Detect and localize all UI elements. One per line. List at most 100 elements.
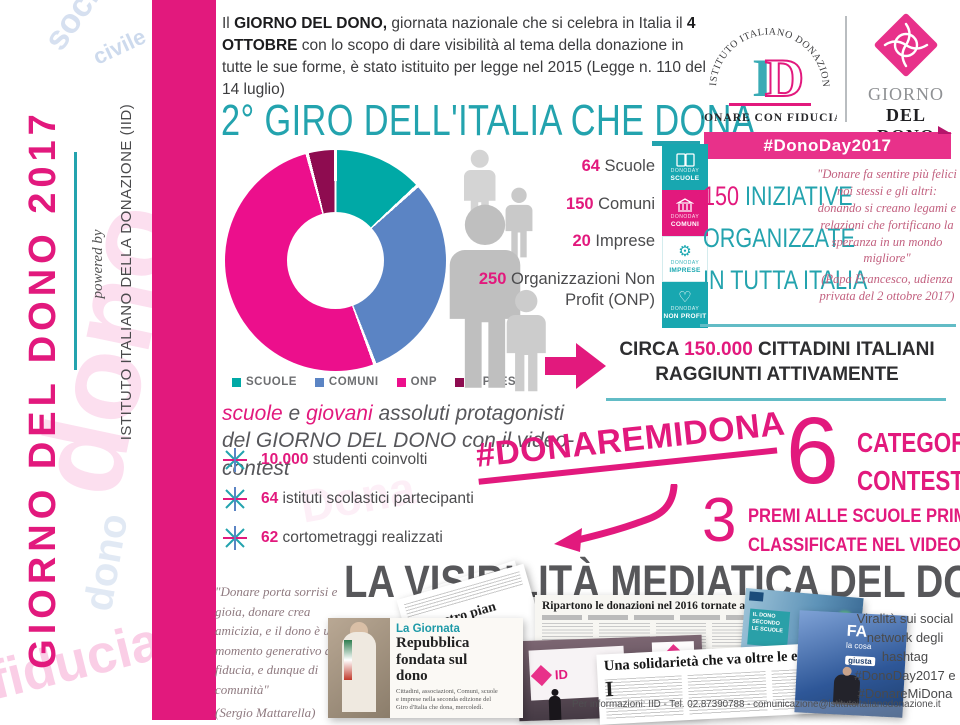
iid-monogram-i: I [752,48,773,108]
tv-panel-text: IL DONO SECONDO LE SCUOLE [747,608,791,648]
pope-quote-text: "Donare fa sentire più felici noi stessi… [817,167,957,266]
badge-label: SCUOLE [670,174,700,182]
clipping-photo [328,618,390,718]
clipping-headline: Repubblica fondata sul dono [396,635,470,684]
ribbon-fold [938,126,952,134]
heart-icon: ♡ [678,289,692,306]
prizes-number: 3 [702,486,737,555]
clipping-headline: Ripartono le donazioni nel 2016 tornate … [542,600,822,612]
prizes-line1: PREMI ALLE SCUOLE PRIME [748,505,960,527]
bullet-text: 10.000 studenti coinvolti [261,451,428,468]
legend-label: SCUOLE [246,376,297,388]
badge-imprese: ⚙ DONODAY IMPRESE [662,236,708,282]
footer-email[interactable]: comunicazione@istitutoitalianodonazione.… [753,699,941,710]
participation-stats: 64 Scuole 150 Comuni 20 Imprese 250 Orga… [455,156,655,327]
iid-tagline: DONARE CON FIDUCIA [702,112,837,124]
gdd-diamond-icon [874,13,938,77]
legend-item: SCUOLE [232,376,297,388]
legend-item: COMUNI [314,376,379,388]
legend-swatch [232,377,241,387]
teal-divider-bottom [606,398,946,401]
initiatives-line2: ORGANIZZATE [703,222,856,253]
badge-brand: DONODAY [670,214,700,220]
badge-brand: DONODAY [670,260,700,266]
organization-name: ISTITUTO ITALIANO DELLA DONAZIONE (IID) [118,103,135,441]
legend-swatch [396,377,406,387]
bullet-istituti: 64 istituti scolastici partecipanti [222,486,474,512]
clipping-body: Cittadini, associazioni, Comuni, scuole … [396,687,498,711]
footer-info-text: Per informazioni: IID - Tel. 02.87390788… [572,699,754,710]
legend-item: ONP [396,376,437,388]
badge-brand: DONODAY [670,167,700,174]
stat-scuole: 64 Scuole [581,157,655,175]
star-bullet-icon [223,487,247,511]
sidebar-divider [74,152,77,370]
municipality-icon [676,198,694,212]
footer-contact-info: Per informazioni: IID - Tel. 02.87390788… [572,699,960,710]
iid-logo-icon: ISTITUTO ITALIANO DONAZIONE I D DONARE C… [695,0,842,124]
prizes-labels: PREMI ALLE SCUOLE PRIME CLASSIFICATE NEL… [748,502,960,561]
bullet-cortometraggi: 62 cortometraggi realizzati [222,525,474,551]
curved-arrow-icon [554,484,678,552]
legend-label: ONP [410,376,437,388]
video-contest-stats: 10.000 studenti coinvolti 64 istituti sc… [222,447,474,564]
badge-label: NON PROFIT [663,313,707,320]
protagonists-text: scuole e giovani assoluti protagonisti d… [222,402,575,480]
bullet-text: 64 istituti scolastici partecipanti [261,490,474,507]
clipping-kicker: La Giornata [396,623,460,635]
initiatives-line1: 150 INIZIATIVE [703,181,853,211]
bullet-studenti: 10.000 studenti coinvolti [222,447,474,473]
chart-legend: SCUOLECOMUNIONPIMPRESE [232,376,524,388]
watermark-word: civile [89,23,150,70]
prizes-line2: CLASSIFICATE NEL VIDEO-CONTEST [748,534,960,557]
legend-swatch [454,377,464,387]
star-bullet-icon [223,448,247,472]
gdd-name-line1: GIORNO [868,84,944,104]
donoday-hashtag: #DonoDay2017 [763,135,892,155]
logo-divider [845,16,847,122]
bullet-text: 62 cortometraggi realizzati [261,529,443,546]
mattarella-quote-text: "Donare porta sorrisi e gioia, donare cr… [215,584,338,697]
mattarella-quote: "Donare porta sorrisi e gioia, donare cr… [215,582,341,723]
intro-paragraph: Il GIORNO DEL DONO, giornata nazionale c… [222,15,706,98]
pope-quote: "Donare fa sentire più felici noi stessi… [816,166,958,305]
page-title: 2° GIRO DELL'ITALIA CHE DONA [221,96,756,145]
reach-statement: CIRCA 150.000 CITTADINI ITALIANI RAGGIUN… [612,338,942,387]
watermark-word: sociale [37,0,135,58]
donoday-ribbon: #DonoDay2017 [704,132,951,159]
event-id-logo: ID [554,666,569,682]
categories-labels: CATEGORIE CONTEST [857,424,960,500]
reach-line1: CIRCA 150.000 CITTADINI ITALIANI [619,339,935,360]
badge-label: IMPRESE [669,267,701,274]
stat-imprese: 20 Imprese [572,232,655,251]
categories-number: 6 [786,398,839,504]
iid-monogram-d: D [765,48,804,108]
badge-scuole: DONODAY SCUOLE [662,144,708,190]
iid-diamond-icon [530,664,552,686]
person-silhouette [548,695,562,722]
watermark-word: dono [76,510,137,615]
book-icon [675,152,695,167]
star-bullet-icon [223,526,247,550]
badge-brand: DONODAY [670,306,700,312]
pope-quote-attribution: (Papa Francesco, udienza privata del 2 o… [819,272,955,304]
stat-onp: 250 Organizzazioni Non Profit (ONP) [478,269,655,309]
social-virality-note: Viralità sui social network degli hashta… [854,611,956,702]
categories-word: CATEGORIE [857,427,960,458]
badge-comuni: DONODAY COMUNI [662,190,708,236]
gears-icon: ⚙ [678,243,692,260]
iid-logo: ISTITUTO ITALIANO DONAZIONE I D DONARE C… [695,0,842,128]
tv-channel-logo [748,591,764,602]
donoday-badge-strip: DONODAY SCUOLE DONODAY COMUNI ⚙ DONODAY … [662,144,708,328]
legend-swatch [314,377,324,387]
badge-non-profit: ♡ DONODAY NON PROFIT [662,282,708,328]
sidebar-accent-bar [152,0,216,720]
powered-by-label: powered by [90,229,106,299]
sidebar-title: GIORNO DEL DONO 2017 [22,109,64,669]
donut-hole [287,212,384,309]
reach-line2: RAGGIUNTI ATTIVAMENTE [655,363,899,385]
contest-word: CONTEST [857,464,960,496]
arrow-right-icon [545,343,606,389]
giorno-del-dono-logo: GIORNO DEL DONO [856,12,956,146]
